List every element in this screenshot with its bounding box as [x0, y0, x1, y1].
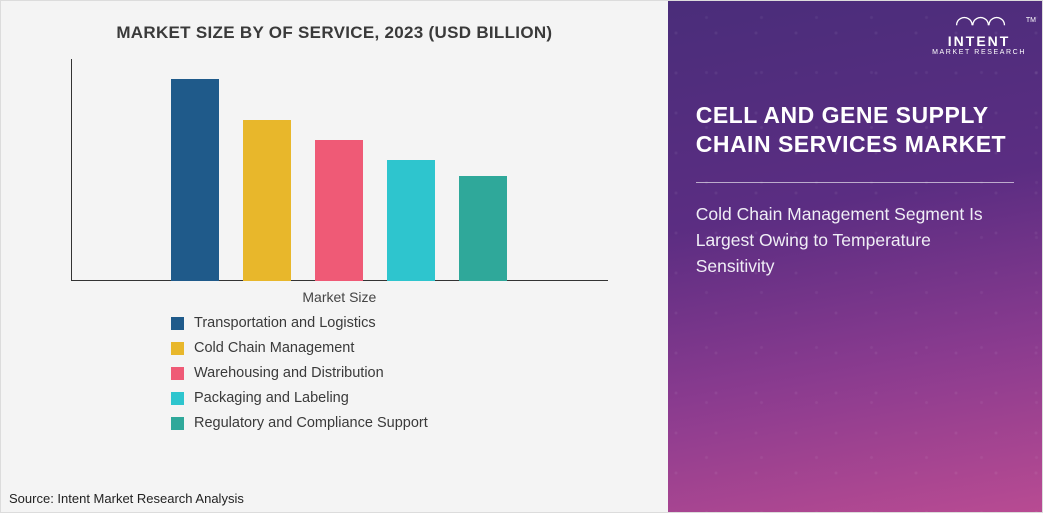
bars-group	[71, 59, 608, 281]
legend-item: Regulatory and Compliance Support	[171, 415, 668, 431]
x-axis-label: Market Size	[71, 289, 608, 305]
legend-swatch	[171, 392, 184, 405]
panel-heading: CELL AND GENE SUPPLY CHAIN SERVICES MARK…	[696, 101, 1014, 160]
bar	[459, 176, 507, 281]
panel-subheading: Cold Chain Management Segment Is Largest…	[696, 201, 1014, 280]
legend-swatch	[171, 367, 184, 380]
legend-label: Transportation and Logistics	[194, 315, 376, 331]
infographic-container: MARKET SIZE BY OF SERVICE, 2023 (USD BIL…	[0, 0, 1043, 513]
source-text: Source: Intent Market Research Analysis	[9, 491, 244, 506]
bar	[243, 120, 291, 281]
brand-logo: TM ◠◠◠ INTENT MARKET RESEARCH	[932, 13, 1026, 56]
logo-subtitle: MARKET RESEARCH	[932, 49, 1026, 56]
legend-item: Packaging and Labeling	[171, 390, 668, 406]
info-panel: TM ◠◠◠ INTENT MARKET RESEARCH CELL AND G…	[668, 1, 1042, 512]
bar	[387, 160, 435, 281]
legend-item: Warehousing and Distribution	[171, 365, 668, 381]
legend-swatch	[171, 317, 184, 330]
legend: Transportation and Logistics Cold Chain M…	[1, 315, 668, 431]
chart-area: Market Size	[71, 59, 628, 299]
legend-swatch	[171, 417, 184, 430]
legend-swatch	[171, 342, 184, 355]
panel-divider	[696, 182, 1014, 183]
trademark-symbol: TM	[1026, 17, 1036, 24]
logo-name: INTENT	[948, 33, 1011, 49]
bar	[171, 79, 219, 281]
chart-panel: MARKET SIZE BY OF SERVICE, 2023 (USD BIL…	[1, 1, 668, 512]
legend-label: Warehousing and Distribution	[194, 365, 384, 381]
legend-label: Packaging and Labeling	[194, 390, 349, 406]
bar	[315, 140, 363, 281]
legend-item: Transportation and Logistics	[171, 315, 668, 331]
legend-label: Regulatory and Compliance Support	[194, 415, 428, 431]
legend-label: Cold Chain Management	[194, 340, 354, 356]
logo-arc-icon: ◠◠◠	[955, 13, 1004, 35]
chart-title: MARKET SIZE BY OF SERVICE, 2023 (USD BIL…	[1, 1, 668, 49]
legend-item: Cold Chain Management	[171, 340, 668, 356]
